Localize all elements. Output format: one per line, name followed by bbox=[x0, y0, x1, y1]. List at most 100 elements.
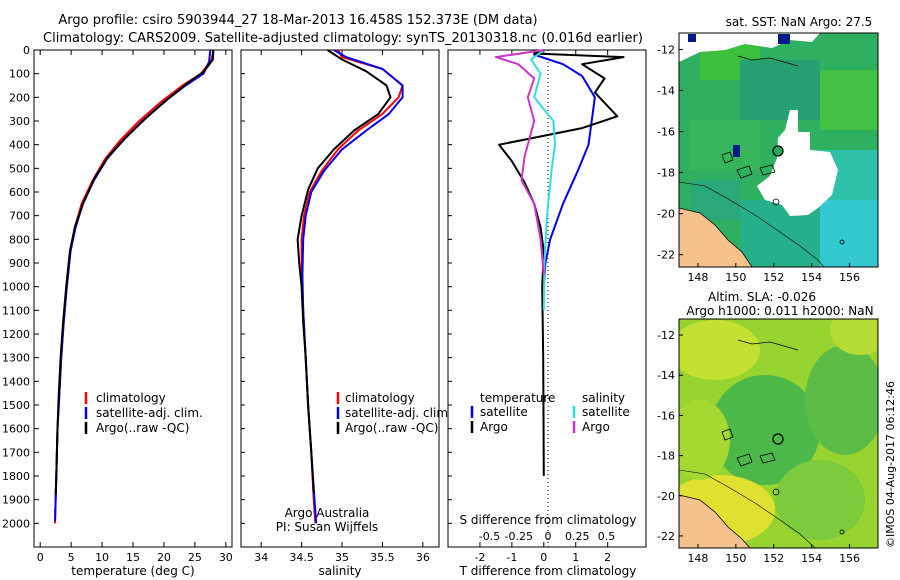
imos-watermark: ©IMOS 04-Aug-2017 06:12:46 bbox=[884, 381, 897, 548]
y-tick-label: 1500 bbox=[2, 399, 30, 412]
sst-cloud-mask bbox=[757, 110, 838, 216]
x-tick-label: 2 bbox=[604, 551, 611, 564]
figure-title-line2: Climatology: CARS2009. Satellite-adjuste… bbox=[43, 31, 643, 46]
lon-tick-label: 150 bbox=[725, 552, 746, 565]
legend-clim-label: climatology bbox=[96, 391, 166, 405]
lat-tick-label: -14 bbox=[657, 84, 675, 97]
x-tick-label: 1 bbox=[572, 551, 579, 564]
sla-anomaly bbox=[679, 320, 760, 380]
sst-patch bbox=[690, 120, 760, 170]
sst-reef bbox=[772, 198, 780, 206]
figure-title-line1: Argo profile: csiro 5903944_27 18-Mar-20… bbox=[58, 13, 537, 28]
y-tick-label: 300 bbox=[9, 115, 30, 128]
y-tick-label: 400 bbox=[9, 139, 30, 152]
sst-marker bbox=[688, 34, 696, 42]
sla-map-field bbox=[679, 319, 878, 548]
lon-tick-label: 150 bbox=[725, 271, 746, 284]
y-tick-label: 1300 bbox=[2, 352, 30, 365]
series-line bbox=[494, 49, 545, 275]
legend-s-sat-label: satellite bbox=[582, 405, 630, 419]
sla-reef bbox=[759, 452, 776, 464]
x-tick-label: 34 bbox=[254, 551, 268, 564]
y-tick-label: 1400 bbox=[2, 375, 30, 388]
sst-patch bbox=[820, 70, 878, 130]
sst-marker bbox=[778, 34, 790, 44]
x-tick-label: 0 bbox=[37, 551, 44, 564]
y-tick-label: 600 bbox=[9, 186, 30, 199]
lon-tick-label: 152 bbox=[763, 271, 784, 284]
sla-anomaly bbox=[775, 460, 865, 540]
lat-tick-label: -18 bbox=[657, 450, 675, 463]
s-tick-label: 0.5 bbox=[598, 530, 616, 543]
sla-map-panel: Altim. SLA: -0.026 Argo h1000: 0.011 h20… bbox=[657, 290, 879, 565]
sst-argo-location bbox=[772, 145, 784, 157]
lon-tick-label: 156 bbox=[839, 552, 860, 565]
lat-tick-label: -22 bbox=[657, 249, 675, 262]
lon-tick-label: 154 bbox=[801, 271, 822, 284]
legend-sat-label: satellite-adj. clim. bbox=[345, 406, 452, 420]
difference-ticks: -2 -1 0 1 2 -0.5 -0.25 0 0.25 0.5 bbox=[448, 49, 616, 564]
y-tick-label: 800 bbox=[9, 233, 30, 246]
lat-tick-label: -14 bbox=[657, 369, 675, 382]
y-tick-label: 1700 bbox=[2, 446, 30, 459]
lat-tick-label: -18 bbox=[657, 167, 675, 180]
y-tick-label: 100 bbox=[9, 68, 30, 81]
x-tick-label: 34.5 bbox=[289, 551, 314, 564]
x-tick-label: 20 bbox=[157, 551, 171, 564]
sla-map-title-line1: Altim. SLA: -0.026 bbox=[708, 290, 816, 304]
sst-map-ticks: 148 150 152 154 156 -12 -14 -16 -18 -20 -22 bbox=[657, 43, 860, 284]
legend-argo-label: Argo(..raw -QC) bbox=[96, 421, 189, 435]
difference-lines bbox=[494, 49, 625, 477]
x-tick-label: -1 bbox=[506, 551, 517, 564]
sst-patch bbox=[820, 200, 878, 267]
difference-legend-temperature: temperature satellite Argo bbox=[470, 391, 555, 434]
difference-plot-frame bbox=[447, 49, 647, 548]
sla-anomaly bbox=[679, 400, 730, 480]
y-tick-label: 1100 bbox=[2, 304, 30, 317]
salinity-plot-frame bbox=[240, 49, 440, 548]
lat-tick-label: -16 bbox=[657, 409, 675, 422]
salinity-panel: 34 34.5 35 35.5 36 salinity climatology sate… bbox=[240, 49, 452, 578]
lat-tick-label: -12 bbox=[657, 329, 675, 342]
lat-tick-label: -22 bbox=[657, 530, 675, 543]
y-tick-label: 1200 bbox=[2, 328, 30, 341]
legend-argo-label: Argo(..raw -QC) bbox=[345, 421, 438, 435]
lon-tick-label: 148 bbox=[687, 271, 708, 284]
y-tick-label: 2000 bbox=[2, 517, 30, 530]
sla-reef bbox=[721, 428, 734, 441]
x-tick-label: 25 bbox=[188, 551, 202, 564]
temperature-panel: 0 5 10 15 20 25 300100200300400500600700800900… bbox=[2, 44, 233, 578]
legend-temperature-title: temperature bbox=[480, 391, 555, 405]
sla-reef bbox=[772, 488, 780, 496]
temperature-lines bbox=[54, 49, 215, 524]
y-tick-label: 500 bbox=[9, 162, 30, 175]
x-tick-label: 30 bbox=[219, 551, 233, 564]
sst-land bbox=[679, 208, 752, 267]
x-tick-label: 0 bbox=[540, 551, 547, 564]
sst-map-field bbox=[679, 33, 878, 267]
legend-salinity-title: salinity bbox=[582, 391, 625, 405]
s-tick-label: -0.25 bbox=[505, 530, 533, 543]
temperature-ticks: 0 5 10 15 20 25 300100200300400500600700800900… bbox=[2, 44, 233, 564]
sst-patch bbox=[740, 60, 820, 120]
y-tick-label: 700 bbox=[9, 210, 30, 223]
sst-reef bbox=[759, 164, 776, 176]
s-tick-label: 0 bbox=[545, 530, 552, 543]
x-tick-label: 35 bbox=[335, 551, 349, 564]
sla-argo-location bbox=[772, 433, 784, 445]
salinity-ticks: 34 34.5 35 35.5 36 bbox=[241, 49, 430, 564]
difference-xlabel: T difference from climatology bbox=[459, 564, 637, 578]
series-line bbox=[54, 49, 215, 495]
lat-tick-label: -20 bbox=[657, 208, 675, 221]
temperature-xlabel: temperature (deg C) bbox=[71, 564, 194, 578]
difference-legend-salinity: salinity satellite Argo bbox=[572, 391, 630, 434]
sst-map-title: sat. SST: NaN Argo: 27.5 bbox=[726, 15, 873, 29]
y-tick-label: 1900 bbox=[2, 494, 30, 507]
s-tick-label: 0.25 bbox=[565, 530, 590, 543]
sst-reef bbox=[839, 239, 845, 245]
lon-tick-label: 156 bbox=[839, 271, 860, 284]
sla-reef bbox=[736, 453, 753, 467]
x-tick-label: -2 bbox=[474, 551, 485, 564]
sla-coast-contour bbox=[679, 469, 816, 548]
sla-coastline bbox=[679, 494, 751, 548]
